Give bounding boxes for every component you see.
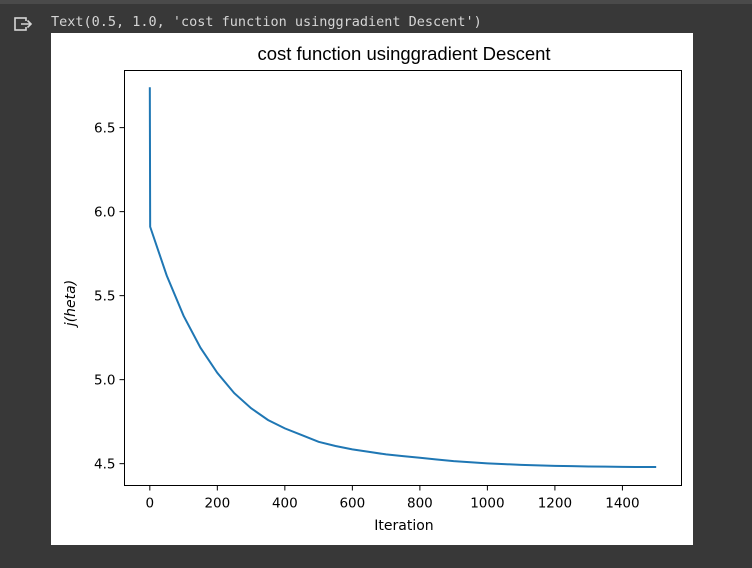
cell-top-border	[0, 0, 752, 4]
y-tick-label: 4.5	[94, 457, 115, 473]
y-axis-label: j(heta)	[63, 280, 79, 328]
x-tick-label: 1000	[470, 496, 504, 512]
y-tick-label: 6.5	[94, 121, 115, 137]
x-axis-label: Iteration	[374, 518, 433, 534]
y-tick-label: 5.0	[94, 373, 115, 389]
output-arrow-icon[interactable]	[12, 14, 34, 34]
series-line	[148, 87, 657, 469]
output-repr-text: Text(0.5, 1.0, 'cost function usinggradi…	[51, 14, 482, 30]
x-tick-label: 400	[272, 496, 298, 512]
y-tick-label: 6.0	[94, 205, 115, 221]
x-tick-label: 1400	[605, 496, 639, 512]
chart-canvas: cost function usinggradient Descent j(he…	[63, 43, 682, 534]
x-tick-label: 800	[407, 496, 433, 512]
chart-figure: cost function usinggradient Descent j(he…	[51, 33, 693, 545]
axis-ticks: 0 200 400 600 800 1000 1200 1400 4.5 5.0 5.5 6.0 6.5	[94, 121, 640, 512]
x-tick-label: 200	[204, 496, 230, 512]
axes-frame	[124, 70, 682, 486]
x-tick-label: 0	[146, 496, 155, 512]
x-tick-label: 1200	[538, 496, 572, 512]
y-tick-label: 5.5	[94, 289, 115, 305]
chart-title: cost function usinggradient Descent	[257, 43, 550, 64]
x-tick-label: 600	[339, 496, 365, 512]
